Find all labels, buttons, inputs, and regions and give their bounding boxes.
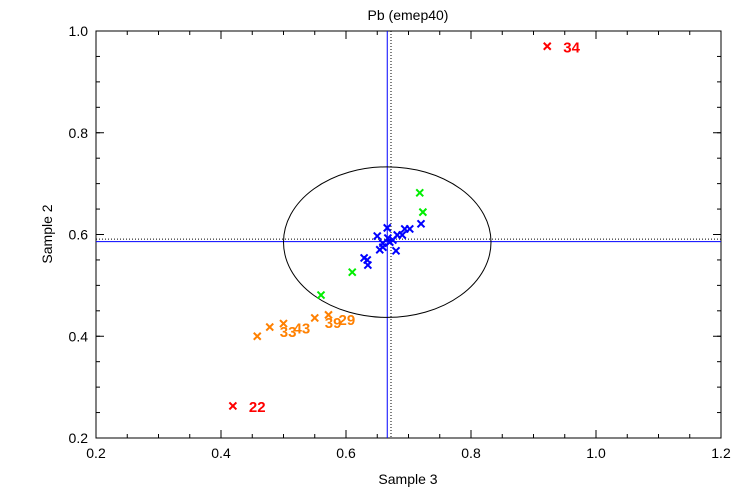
plot-frame: [95, 30, 722, 439]
confidence-ellipse: [283, 166, 492, 318]
point-label: 29: [339, 312, 356, 329]
x-tick-label: 1.2: [711, 445, 731, 461]
point-label: 39: [325, 315, 342, 332]
point-label: 33: [280, 324, 297, 341]
x-marker: [418, 207, 428, 217]
x-marker: [391, 246, 401, 255]
point-label: 43: [294, 321, 311, 338]
data-point-normal: [388, 235, 398, 245]
x-marker: [359, 253, 369, 263]
data-point-normal: [363, 260, 373, 270]
data-point-outlier: [543, 42, 552, 51]
x-marker: [310, 313, 319, 323]
x-marker: [543, 42, 552, 51]
x-tick-label: 0.2: [86, 445, 106, 461]
y-tick-label: 1.0: [69, 23, 89, 39]
data-point-labelled: [324, 310, 333, 320]
x-tick-label: 1.0: [586, 445, 606, 461]
x-marker: [398, 230, 407, 240]
x-marker: [348, 267, 357, 277]
x-marker: [373, 231, 382, 241]
x-marker: [388, 235, 398, 245]
x-marker: [383, 233, 393, 243]
x-marker: [265, 322, 274, 332]
data-point-warning: [316, 290, 326, 300]
x-marker: [416, 219, 426, 229]
x-marker: [378, 243, 388, 252]
data-point-normal: [359, 253, 369, 263]
data-point-normal: [383, 223, 392, 233]
data-point-warning: [415, 188, 424, 197]
data-point-labelled: [265, 322, 274, 332]
data-point-normal: [373, 231, 382, 241]
x-marker: [415, 188, 424, 197]
x-marker: [383, 223, 392, 233]
data-point-warning: [348, 267, 357, 277]
x-tick-label: 0.6: [336, 445, 356, 461]
data-point-normal: [416, 219, 426, 229]
y-tick-label: 0.2: [69, 430, 89, 446]
x-axis-title: Sample 3: [378, 471, 437, 487]
x-tick-label: 0.8: [461, 445, 481, 461]
y-axis-title: Sample 2: [39, 204, 55, 263]
data-point-labelled: [310, 313, 319, 323]
x-marker: [405, 224, 414, 234]
x-tick-label: 0.4: [211, 445, 231, 461]
data-point-normal: [383, 233, 393, 243]
chart-title: Pb (emep40): [368, 7, 449, 23]
x-marker: [228, 401, 238, 411]
x-marker: [253, 332, 262, 341]
data-point-labelled: [253, 332, 262, 341]
point-label: 34: [563, 39, 580, 56]
data-point-normal: [391, 246, 401, 255]
data-point-normal: [398, 230, 407, 240]
y-tick-label: 0.4: [69, 328, 89, 344]
data-point-labelled: [279, 319, 288, 328]
x-marker: [324, 310, 333, 320]
y-tick-label: 0.6: [69, 227, 89, 243]
x-marker: [363, 260, 373, 270]
x-marker: [316, 290, 326, 300]
data-point-outlier: [228, 401, 238, 411]
data-point-warning: [418, 207, 428, 217]
data-point-normal: [405, 224, 414, 234]
point-label: 22: [249, 399, 266, 416]
y-tick-label: 0.8: [69, 125, 89, 141]
x-marker: [279, 319, 288, 328]
data-point-normal: [378, 243, 388, 252]
